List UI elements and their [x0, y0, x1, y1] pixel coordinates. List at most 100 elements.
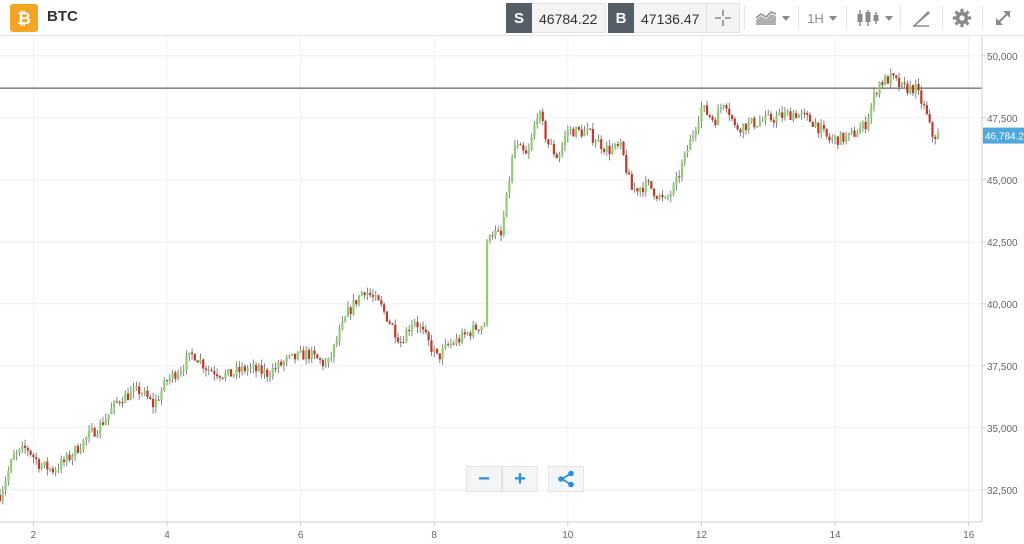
- candle: [413, 321, 416, 326]
- timeframe-button[interactable]: 1H: [804, 3, 840, 33]
- candle: [909, 85, 912, 93]
- candle: [4, 481, 7, 491]
- candle: [825, 128, 828, 137]
- candle: [842, 132, 845, 142]
- candle: [174, 372, 177, 379]
- candle: [845, 135, 848, 142]
- candle: [307, 349, 311, 360]
- share-button[interactable]: [548, 466, 584, 492]
- candle: [750, 118, 753, 123]
- candle: [666, 196, 670, 198]
- candle: [82, 439, 85, 450]
- candle: [555, 154, 558, 159]
- candle: [878, 82, 881, 94]
- x-tick-label: 4: [164, 530, 170, 541]
- candle: [268, 376, 272, 378]
- candle: [210, 369, 213, 372]
- candle: [65, 454, 68, 462]
- price-chart[interactable]: 32,500 35,000 37,500 40,000 42,500 45,000 47,5…: [0, 36, 1024, 544]
- candle: [800, 112, 803, 115]
- candle: [725, 104, 728, 109]
- candle: [338, 329, 341, 342]
- candle: [594, 142, 597, 144]
- candle: [477, 329, 480, 331]
- candle: [254, 365, 258, 372]
- candle: [341, 321, 344, 330]
- candle: [686, 149, 689, 153]
- candle: [291, 353, 294, 356]
- candle: [277, 361, 280, 369]
- y-tick-label: 37,500: [987, 362, 1018, 373]
- candle: [90, 427, 93, 431]
- candle: [288, 355, 291, 358]
- candle: [923, 103, 926, 106]
- candle: [767, 114, 770, 116]
- candle: [79, 449, 82, 453]
- candle: [703, 105, 706, 108]
- candle: [833, 136, 837, 139]
- candle: [369, 292, 372, 296]
- candle: [26, 447, 29, 451]
- candle: [867, 117, 870, 130]
- candle: [179, 370, 183, 375]
- fullscreen-button[interactable]: [988, 3, 1018, 33]
- candle: [274, 368, 277, 370]
- candle: [675, 176, 678, 185]
- candle: [516, 144, 519, 146]
- candle: [243, 366, 247, 371]
- zoom-out-button[interactable]: −: [466, 466, 502, 492]
- candle: [424, 329, 427, 333]
- candle: [616, 143, 620, 146]
- candle: [185, 356, 188, 370]
- candle: [458, 338, 461, 343]
- toolbar-divider: [942, 6, 943, 30]
- candle: [410, 325, 414, 332]
- candle: [491, 235, 494, 237]
- candle: [332, 344, 336, 357]
- candle: [602, 149, 606, 152]
- candle: [881, 82, 884, 85]
- candle: [569, 128, 572, 131]
- settings-button[interactable]: [948, 3, 976, 33]
- candle: [892, 73, 895, 76]
- candle: [653, 188, 656, 197]
- candle: [54, 470, 57, 473]
- candle: [218, 376, 221, 378]
- candle: [104, 419, 107, 425]
- sell-button[interactable]: S 46784.22: [506, 3, 606, 33]
- bitcoin-icon: ₿: [10, 4, 38, 32]
- candle: [870, 105, 873, 118]
- candle: [669, 194, 672, 197]
- x-tick-label: 14: [829, 530, 841, 541]
- chart-type-button[interactable]: [752, 3, 792, 33]
- candle: [641, 187, 645, 193]
- candle: [472, 324, 475, 337]
- chevron-down-icon: [828, 15, 837, 21]
- toolbar-divider: [744, 6, 745, 30]
- candle: [775, 115, 778, 123]
- chevron-down-icon: [781, 15, 790, 21]
- candle: [60, 459, 63, 470]
- candle: [101, 422, 105, 425]
- candle: [697, 122, 700, 131]
- drawing-tool-button[interactable]: [906, 3, 936, 33]
- x-tick-label: 6: [298, 530, 304, 541]
- timeframe-label: 1H: [807, 10, 824, 26]
- candle: [783, 112, 787, 118]
- candle: [486, 240, 489, 325]
- y-tick-label: 50,000: [987, 52, 1018, 63]
- candle: [40, 465, 43, 469]
- candle: [235, 366, 238, 375]
- zoom-in-button[interactable]: +: [502, 466, 538, 492]
- candle: [57, 469, 60, 471]
- candle: [146, 390, 149, 398]
- candlestick-button[interactable]: [854, 3, 894, 33]
- candle: [452, 343, 455, 345]
- candle: [519, 144, 522, 146]
- candle: [21, 445, 24, 450]
- candle: [154, 399, 157, 408]
- buy-label: B: [608, 3, 634, 33]
- candle: [633, 188, 636, 190]
- candle: [831, 138, 834, 141]
- crosshair-button[interactable]: [706, 3, 740, 33]
